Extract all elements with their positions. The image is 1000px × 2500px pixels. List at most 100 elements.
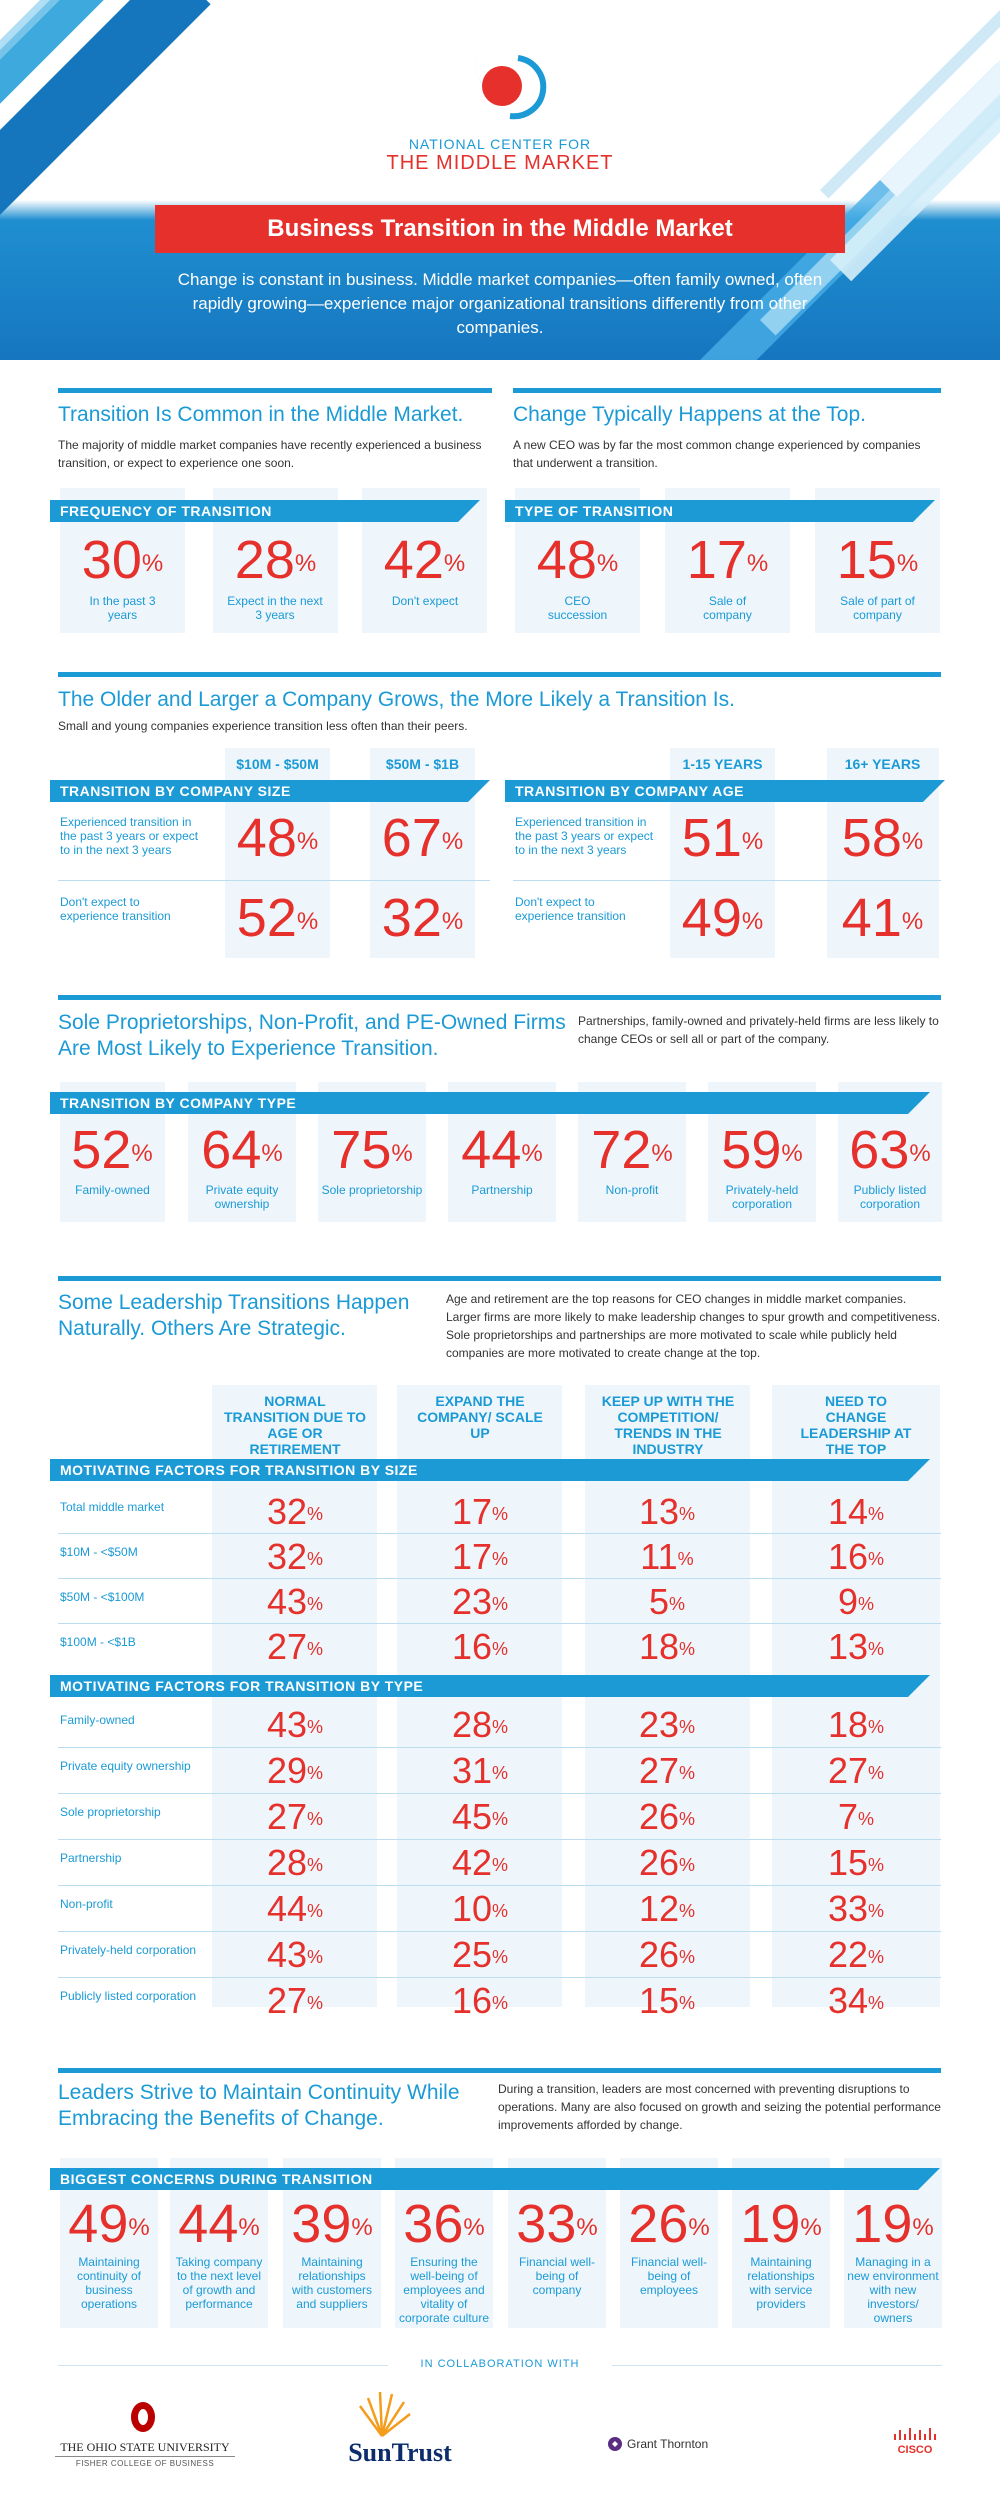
size-band: TRANSITION BY COMPANY SIZE (50, 780, 490, 802)
table-cell-value: 32% (266, 1491, 324, 1532)
stat-label: Maintaining continuity of business opera… (76, 2255, 142, 2311)
stat-value: 51% (681, 808, 764, 868)
stat-label: Sale of company (703, 594, 752, 622)
stat-label: Sole proprietorship (321, 1183, 423, 1197)
row-label: Experienced transition in the past 3 yea… (515, 815, 654, 857)
table-cell-value: 27% (266, 1980, 324, 2021)
table-row-label: Total middle market (60, 1500, 165, 1514)
table-cell-value: 43% (266, 1934, 324, 1975)
company-type-band: TRANSITION BY COMPANY TYPE (50, 1092, 930, 1114)
osu-block-o-icon (131, 2402, 155, 2432)
table-row-label: Private equity ownership (60, 1759, 191, 1773)
row-divider (58, 1578, 941, 1579)
stat-value: 48% (536, 530, 619, 590)
row-label: Don't expect to experience transition (515, 895, 626, 923)
divider (612, 2365, 942, 2366)
s3-text: Partnerships, family-owned and privately… (578, 1014, 939, 1046)
table-cell-value: 43% (266, 1581, 324, 1622)
row-divider (58, 1623, 941, 1624)
collab-label: IN COLLABORATION WITH (420, 2358, 580, 2370)
stat-value: 39% (291, 2194, 373, 2254)
table-cell-value: 26% (638, 1796, 696, 1837)
table-cell-value: 16% (827, 1536, 885, 1577)
stat-label: Ensuring the well-being of employees and… (398, 2255, 490, 2325)
table-cell-value: 31% (451, 1750, 509, 1791)
table-cell-value: 28% (451, 1704, 509, 1745)
table-cell-value: 12% (638, 1888, 696, 1929)
divider (58, 880, 490, 881)
stat-label: In the past 3 years (89, 594, 156, 622)
table-cell-value: 17% (451, 1491, 509, 1532)
intro-text: Change is constant in business. Middle m… (177, 270, 823, 337)
size-col-header: $10M - $50M (236, 756, 319, 772)
table-cell-value: 17% (451, 1536, 509, 1577)
table-cell-value: 16% (451, 1626, 509, 1667)
ncmm-logo-icon (475, 36, 547, 120)
stat-value: 64% (201, 1120, 283, 1180)
stat-value: 41% (841, 888, 924, 948)
stat-value: 17% (686, 530, 769, 590)
row-divider (58, 1931, 941, 1932)
row-divider (58, 1839, 941, 1840)
stat-label: Partnership (471, 1183, 533, 1197)
cisco-logo: CISCO (897, 2444, 933, 2456)
motive-col-header: KEEP UP WITH THE COMPETITION/ TRENDS IN … (601, 1393, 735, 1457)
table-cell-value: 26% (638, 1934, 696, 1975)
stat-value: 44% (461, 1120, 543, 1180)
row-divider (58, 1977, 941, 1978)
stat-value: 67% (381, 808, 464, 868)
table-row-label: $50M - <$100M (60, 1590, 145, 1604)
s1-right-text: A new CEO was by far the most common cha… (513, 438, 921, 470)
table-row-label: Sole proprietorship (60, 1805, 161, 1819)
table-cell-value: 27% (266, 1626, 324, 1667)
stat-value: 52% (71, 1120, 153, 1180)
s1-left-title: Transition Is Common in the Middle Marke… (58, 403, 464, 426)
table-cell-value: 16% (451, 1980, 509, 2021)
table-cell-value: 43% (266, 1704, 324, 1745)
stat-value: 15% (836, 530, 919, 590)
section-rule (58, 995, 941, 1000)
stat-value: 58% (841, 808, 924, 868)
stat-value: 28% (234, 530, 317, 590)
s2-text: Small and young companies experience tra… (58, 719, 468, 733)
stat-label: Sale of part of company (840, 594, 915, 622)
motive-type-band: MOTIVATING FACTORS FOR TRANSITION BY TYP… (50, 1675, 930, 1697)
stat-label: Privately-held corporation (725, 1183, 799, 1211)
table-cell-value: 5% (648, 1581, 686, 1622)
stat-value: 26% (628, 2194, 710, 2254)
table-cell-value: 7% (837, 1796, 875, 1837)
table-cell-value: 14% (827, 1491, 885, 1532)
table-row-label: Privately-held corporation (60, 1943, 197, 1957)
stat-value: 36% (403, 2194, 485, 2254)
table-row-label: Publicly listed corporation (60, 1989, 197, 2003)
row-divider (58, 1793, 941, 1794)
grant-thornton-logo: Grant Thornton (627, 2437, 709, 2451)
table-cell-value: 13% (638, 1491, 696, 1532)
table-cell-value: 27% (266, 1796, 324, 1837)
type-band: TYPE OF TRANSITION (505, 500, 935, 522)
section-rule (58, 388, 492, 393)
table-cell-value: 22% (827, 1934, 885, 1975)
table-row-label: $100M - <$1B (60, 1635, 136, 1649)
stat-label: Private equity ownership (205, 1183, 279, 1211)
table-cell-value: 23% (451, 1581, 509, 1622)
stat-value: 59% (721, 1120, 803, 1180)
row-divider (58, 1885, 941, 1886)
cisco-bars-icon (894, 2428, 936, 2440)
stat-label: Taking company to the next level of grow… (175, 2255, 263, 2311)
table-cell-value: 45% (451, 1796, 509, 1837)
table-row-label: $10M - <$50M (60, 1545, 138, 1559)
stat-label: Financial well-being of company (518, 2255, 596, 2297)
table-cell-value: 15% (638, 1980, 696, 2021)
row-divider (58, 1533, 941, 1534)
table-cell-value: 33% (827, 1888, 885, 1929)
s1-left-text: The majority of middle market companies … (58, 438, 482, 470)
stat-label: Don't expect (391, 594, 459, 608)
s4-title: Some Leadership Transitions Happen Natur… (58, 1291, 410, 1340)
s2-title: The Older and Larger a Company Grows, th… (58, 688, 735, 711)
table-cell-value: 28% (266, 1842, 324, 1883)
suntrust-sun-icon (358, 2391, 411, 2437)
age-band: TRANSITION BY COMPANY AGE (505, 780, 945, 802)
suntrust-logo: SunTrust (348, 2438, 452, 2467)
osu-sub: FISHER COLLEGE OF BUSINESS (55, 2456, 235, 2468)
